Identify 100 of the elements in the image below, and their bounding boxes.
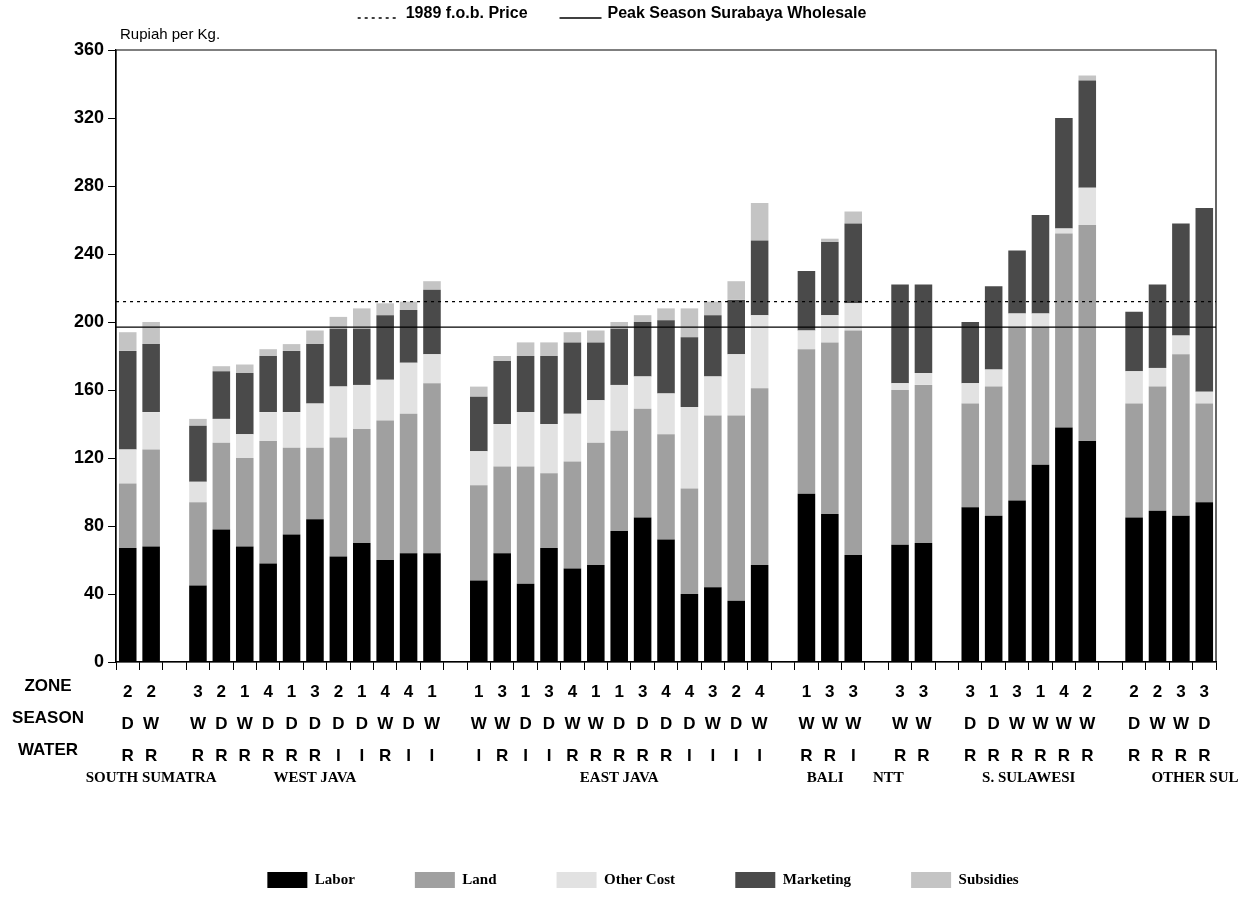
y-tick-label: 80 — [84, 514, 105, 535]
bar — [493, 356, 511, 362]
bar — [306, 344, 324, 404]
bar — [727, 281, 745, 300]
bar — [282, 412, 301, 448]
bar — [633, 376, 652, 409]
bar — [657, 393, 675, 435]
bar — [540, 342, 558, 356]
bar — [821, 242, 839, 316]
bar — [540, 424, 558, 474]
bar — [727, 354, 745, 416]
text: OTHER SUL — [1151, 768, 1239, 785]
bar — [610, 328, 628, 385]
x-tick-label: 3 D R — [1198, 681, 1211, 765]
bar — [399, 362, 418, 414]
bar — [516, 466, 535, 584]
y-tick-label: 240 — [73, 242, 105, 263]
bar — [399, 413, 418, 554]
x-tick-label: 1 W R — [1032, 681, 1050, 765]
bar — [282, 344, 301, 351]
x-tick-label: 2 W R — [143, 681, 161, 765]
bar — [914, 373, 933, 385]
bar — [1078, 75, 1097, 81]
bar — [1078, 80, 1097, 188]
bar — [212, 371, 231, 419]
bar — [891, 390, 909, 545]
bar — [235, 434, 254, 458]
bar — [423, 289, 441, 355]
bar — [610, 430, 628, 532]
bar — [118, 483, 137, 549]
x-tick-label: 3 D R — [964, 681, 977, 765]
x-tick-label: 1 D I — [519, 681, 532, 765]
bar — [797, 271, 816, 331]
bar — [235, 458, 254, 547]
bar — [961, 322, 980, 384]
bar — [493, 424, 511, 467]
bar — [1195, 391, 1214, 404]
bar — [142, 449, 160, 547]
legend-label: Marketing — [782, 870, 852, 887]
bar — [376, 303, 394, 316]
bar — [797, 330, 816, 350]
bar — [914, 284, 933, 373]
bar — [306, 403, 324, 448]
bar — [891, 284, 909, 384]
bar — [423, 281, 441, 290]
bar — [821, 315, 839, 343]
x-tick-label: 2 D R — [215, 681, 228, 765]
bar — [540, 356, 558, 424]
bar — [821, 238, 839, 243]
bar — [1172, 354, 1190, 516]
text: WATER — [17, 739, 79, 759]
bar — [1078, 225, 1097, 441]
x-tick-label: 4 D I — [402, 681, 415, 765]
x-tick-label: 4 W R — [377, 681, 395, 765]
bar — [189, 425, 207, 482]
x-tick-label: 3 W I — [704, 681, 722, 765]
bar — [282, 447, 301, 535]
x-tick-label: 4 D R — [262, 681, 275, 765]
bar — [329, 386, 348, 438]
bar — [352, 384, 371, 430]
bar — [235, 373, 254, 435]
bar — [961, 403, 980, 508]
x-tick-label: 2 D R — [121, 681, 134, 765]
text: SOUTH SUMATRA — [85, 768, 217, 785]
bar — [587, 342, 605, 401]
bar — [1078, 187, 1097, 226]
bar — [352, 328, 371, 385]
bar — [516, 342, 535, 356]
x-tick-label: 1 D I — [355, 681, 368, 765]
bar — [657, 434, 675, 540]
x-tick-label: 1 D R — [613, 681, 626, 765]
bar — [844, 303, 863, 331]
bar — [657, 320, 675, 394]
bar — [352, 429, 371, 543]
bar — [750, 203, 769, 241]
x-tick-label: 3 W R — [821, 681, 839, 765]
x-tick-label: 1 D R — [987, 681, 1000, 765]
x-tick-label: 1 W R — [798, 681, 816, 765]
y-tick-label: 0 — [94, 650, 105, 671]
x-tick-label: 2 D I — [332, 681, 345, 765]
bar — [1008, 313, 1026, 328]
y-tick-label: 200 — [73, 310, 105, 331]
text: WEST JAVA — [273, 768, 357, 785]
bar — [633, 408, 652, 518]
x-tick-label: 2 D I — [730, 681, 743, 765]
y-tick-label: 360 — [73, 38, 105, 59]
y-tick-label: 120 — [73, 446, 105, 467]
bar — [470, 451, 488, 486]
x-tick-label: 3 W R — [189, 681, 207, 765]
bar — [399, 301, 418, 311]
bar — [750, 388, 769, 566]
text: NTT — [872, 768, 904, 785]
bar — [587, 330, 605, 343]
bar — [118, 332, 137, 351]
bar — [493, 361, 511, 424]
y-tick-label: 280 — [73, 174, 105, 195]
bar — [282, 350, 301, 413]
x-tick-label: 1 W I — [470, 681, 488, 765]
bar — [1008, 250, 1026, 314]
x-tick-label: 3 W R — [494, 681, 512, 765]
